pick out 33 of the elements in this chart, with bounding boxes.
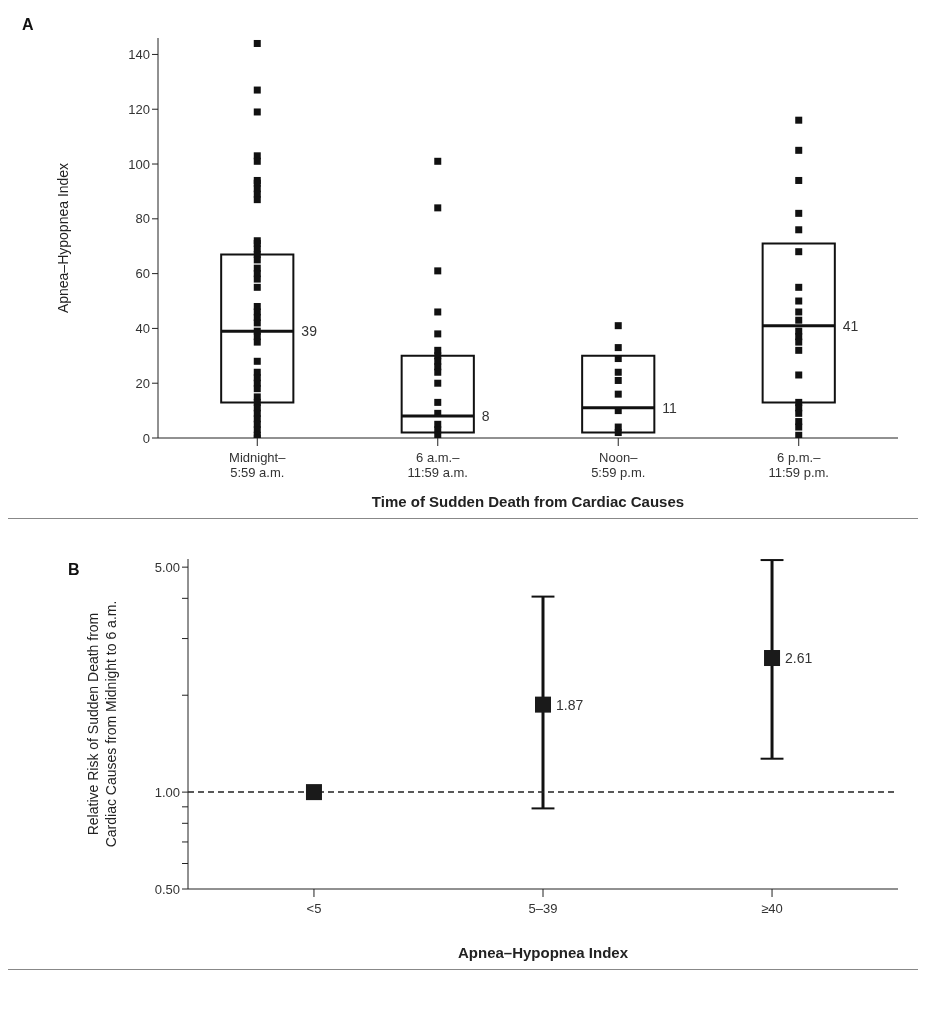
x-axis-title: Apnea–Hypopnea Index	[457, 943, 629, 961]
y-tick-label: 140	[128, 47, 150, 63]
text: A	[22, 16, 34, 33]
x-axis-title: Time of Sudden Death from Cardiac Causes	[371, 492, 685, 510]
point	[535, 696, 551, 713]
x-tick-label: <5	[306, 901, 322, 916]
y-tick-label: 1.00	[154, 784, 180, 800]
point	[764, 650, 781, 667]
annotation: 11	[662, 399, 678, 416]
x-tick-label: 6 p.m.–11:59 p.m.	[768, 450, 829, 480]
y-tick-label: 40	[135, 321, 150, 337]
y-tick-label: 80	[135, 211, 150, 227]
annotation: 41	[842, 317, 859, 334]
x-tick-label: 5–39	[528, 901, 558, 916]
point	[305, 784, 322, 801]
annotation: 39	[301, 323, 318, 340]
chart-title: B	[68, 561, 80, 578]
y-tick-label: 60	[135, 266, 150, 282]
x-tick-label: Noon–5:59 p.m.	[591, 450, 646, 480]
x-tick-label: ≥40	[761, 901, 783, 916]
y-tick-label: 5.00	[154, 559, 180, 575]
y-tick-label: 100	[128, 156, 150, 172]
x-tick-label: Midnight–5:59 a.m.	[229, 450, 287, 480]
y-tick-label: 0.50	[154, 881, 180, 897]
data-label: 2.61	[785, 650, 813, 667]
y-tick-label: 120	[128, 101, 150, 117]
data-label: 1.87	[556, 696, 584, 713]
y-tick-label: 20	[135, 375, 150, 391]
annotation: 8	[481, 408, 490, 425]
x-tick-label: 6 a.m.–11:59 a.m.	[407, 450, 468, 480]
y-axis-title: Apnea–Hypopnea Index	[55, 162, 71, 314]
y-tick-label: 0	[142, 430, 150, 446]
y-axis-title: Relative Risk of Sudden Death from Cardiac Causes from Midnight to 6 a.m.	[85, 600, 119, 848]
